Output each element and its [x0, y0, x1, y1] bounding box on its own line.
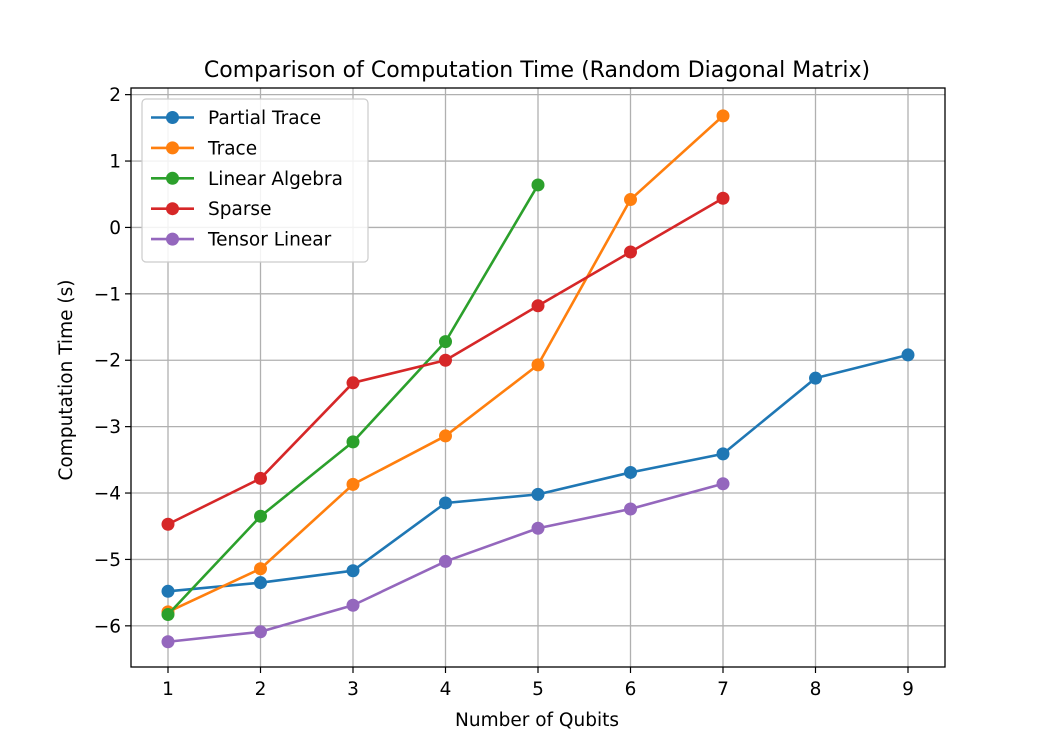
data-point: [531, 178, 545, 192]
legend-marker: [166, 232, 179, 246]
x-tick-label: 3: [347, 679, 359, 700]
data-point: [346, 435, 360, 449]
legend-item: Trace: [151, 138, 257, 159]
y-tick-label: −4: [94, 484, 121, 505]
legend-marker: [166, 202, 179, 216]
data-point: [161, 517, 175, 531]
data-point: [254, 625, 267, 639]
y-tick-label: −6: [94, 616, 121, 637]
data-point: [716, 447, 730, 461]
legend-item: Linear Algebra: [151, 169, 343, 190]
x-tick-label: 9: [902, 679, 914, 700]
data-point: [439, 496, 452, 510]
data-point: [624, 465, 637, 479]
x-tick-label: 4: [440, 679, 452, 700]
x-tick-label: 1: [162, 679, 174, 700]
x-tick-label: 6: [625, 679, 637, 700]
data-point: [254, 471, 267, 485]
data-point: [624, 502, 637, 516]
data-point: [161, 584, 175, 598]
x-tick-label: 2: [255, 679, 267, 700]
x-axis-label: Number of Qubits: [455, 710, 619, 731]
y-tick-label: −2: [94, 351, 121, 372]
data-point: [716, 109, 730, 123]
data-point: [716, 477, 730, 491]
legend-marker: [166, 111, 179, 124]
legend-label: Partial Trace: [208, 108, 321, 129]
data-point: [809, 371, 822, 385]
data-point: [161, 635, 175, 649]
series-partial-trace: [161, 348, 915, 598]
data-point: [254, 509, 267, 523]
data-point: [346, 564, 360, 578]
legend-label: Linear Algebra: [208, 169, 343, 190]
data-point: [531, 487, 545, 501]
y-tick-label: −5: [94, 550, 121, 571]
data-point: [439, 429, 452, 443]
legend-label: Trace: [207, 138, 257, 159]
legend-label: Tensor Linear: [207, 230, 332, 251]
y-tick-label: 2: [109, 85, 121, 106]
ticks: 1 2 3 4 5 6 7 8 9 −6 −5 −4 −3 −2 −1 0 1 2: [94, 85, 914, 700]
legend-item: Partial Trace: [151, 108, 321, 129]
y-axis-label: Computation Time (s): [56, 280, 77, 481]
series-tensor-linear: [161, 477, 730, 649]
y-tick-label: −1: [94, 284, 121, 305]
data-point: [901, 348, 915, 362]
legend: Partial Trace Trace Linear Algebra Sparse Te…: [141, 98, 369, 263]
x-tick-label: 8: [810, 679, 822, 700]
y-tick-label: 1: [109, 152, 121, 173]
series-layer: [161, 109, 915, 649]
data-point: [439, 353, 452, 367]
legend-label: Sparse: [208, 199, 271, 220]
legend-item: Tensor Linear: [151, 230, 332, 251]
data-point: [346, 477, 360, 491]
series-sparse: [161, 191, 730, 531]
chart-title: Comparison of Computation Time (Random D…: [204, 58, 870, 83]
series-linear-algebra: [161, 178, 545, 622]
data-point: [439, 554, 452, 568]
legend-item: Sparse: [151, 199, 271, 220]
data-point: [531, 299, 545, 313]
data-point: [439, 335, 452, 349]
legend-box: [141, 98, 369, 263]
legend-marker: [166, 171, 179, 185]
legend-marker: [166, 141, 179, 155]
data-point: [716, 191, 730, 205]
x-tick-label: 5: [532, 679, 544, 700]
data-point: [161, 608, 175, 622]
x-tick-label: 7: [717, 679, 729, 700]
data-point: [346, 598, 360, 612]
data-point: [531, 358, 545, 372]
series-trace: [161, 109, 730, 619]
data-point: [346, 376, 360, 390]
y-tick-label: −3: [94, 417, 121, 438]
data-point: [531, 521, 545, 535]
data-point: [254, 562, 267, 576]
data-point: [254, 576, 267, 590]
y-tick-label: 0: [109, 218, 121, 239]
data-point: [624, 245, 637, 259]
data-point: [624, 193, 637, 207]
